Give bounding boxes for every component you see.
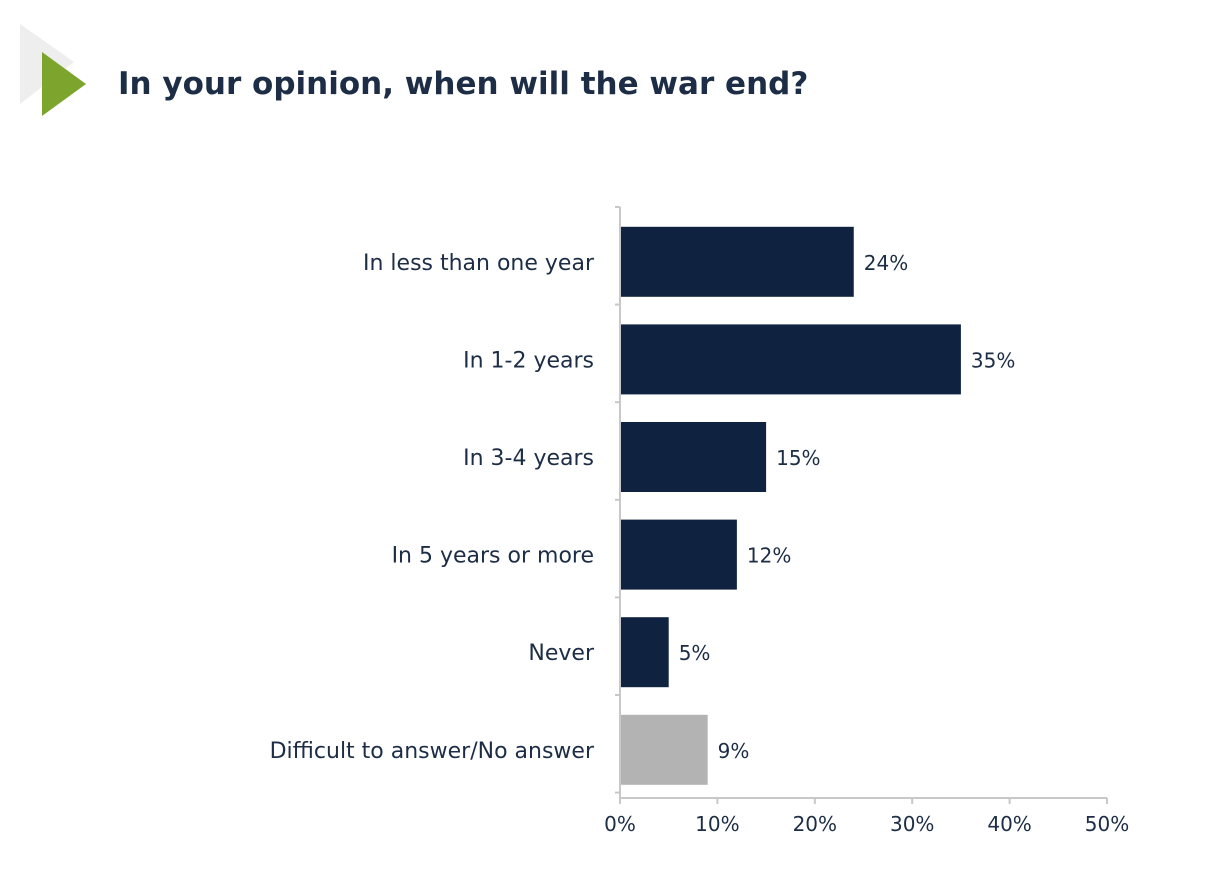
category-label: Never [528,641,595,666]
bar [621,226,854,297]
x-tick-label: 20% [793,812,837,836]
bar [621,617,669,688]
bar [621,422,767,492]
bar [621,714,708,785]
chart-title: In your opinion, when will the war end? [118,66,809,102]
bar [621,324,961,395]
value-label: 9% [718,739,750,763]
x-tick-label: 50% [1085,812,1129,836]
value-label: 35% [971,348,1015,372]
x-tick-label: 10% [695,812,739,836]
value-label: 12% [747,544,791,568]
bar [621,519,737,590]
value-label: 5% [679,641,711,665]
category-label: In 1-2 years [463,348,594,373]
value-label: 24% [864,251,908,275]
x-tick-label: 40% [987,812,1031,836]
category-label: Difficult to answer/No answer [270,739,595,764]
x-tick-label: 0% [604,812,636,836]
play-arrow-icon [20,24,86,116]
category-label: In less than one year [363,251,595,276]
category-label: In 3-4 years [463,446,594,471]
category-label: In 5 years or more [392,544,594,569]
x-tick-label: 30% [890,812,934,836]
value-label: 15% [776,446,820,470]
